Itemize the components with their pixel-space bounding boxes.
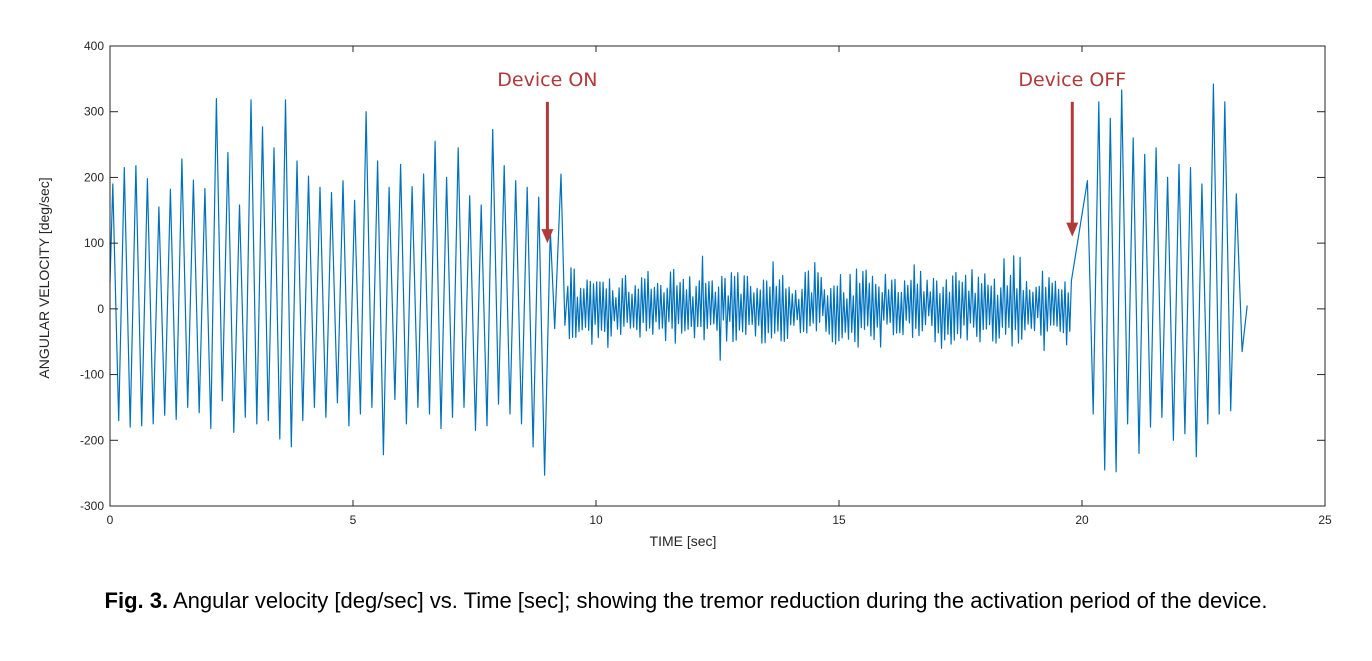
annotation: Device ON: [497, 69, 597, 244]
axes: 0 5 10 15 20 25 -300 -200 -100 0 100 200 300 400: [80, 39, 1332, 527]
annotation: Device OFF: [1018, 69, 1126, 237]
x-tick-label: 20: [1075, 513, 1089, 527]
annotation-arrow-head: [541, 229, 554, 244]
plot-frame: [109, 45, 1326, 507]
y-tick-label: 0: [97, 302, 104, 316]
x-tick-label: 5: [350, 513, 357, 527]
annotation-label: Device OFF: [1018, 69, 1126, 91]
x-axis-title: TIME [sec]: [650, 533, 717, 549]
x-tick-label: 10: [589, 513, 603, 527]
caption-label: Fig. 3.: [104, 588, 169, 613]
y-tick-label: -100: [80, 368, 104, 382]
series-line: [109, 83, 1248, 476]
caption-text: Angular velocity [deg/sec] vs. Time [sec…: [168, 588, 1268, 613]
y-tick-label: 400: [84, 39, 104, 53]
x-tick-label: 15: [832, 513, 846, 527]
figure-caption: Fig. 3. Angular velocity [deg/sec] vs. T…: [30, 585, 1342, 616]
y-axis-title: ANGULAR VELOCITY [deg/sec]: [36, 177, 52, 378]
annotations: Device ON Device OFF: [497, 69, 1126, 244]
plot-area: [109, 83, 1248, 476]
annotation-arrow-head: [1066, 222, 1079, 237]
y-tick-label: -300: [80, 499, 104, 513]
y-tick-label: 300: [84, 105, 104, 119]
y-tick-label: 200: [84, 170, 104, 184]
x-tick-label: 0: [107, 513, 114, 527]
chart: 0 5 10 15 20 25 -300 -200 -100 0 100 200 300 400 Devi…: [36, 39, 1332, 549]
x-tick-label: 25: [1318, 513, 1332, 527]
y-tick-label: 100: [84, 236, 104, 250]
annotation-label: Device ON: [497, 69, 597, 91]
y-tick-label: -200: [80, 433, 104, 447]
